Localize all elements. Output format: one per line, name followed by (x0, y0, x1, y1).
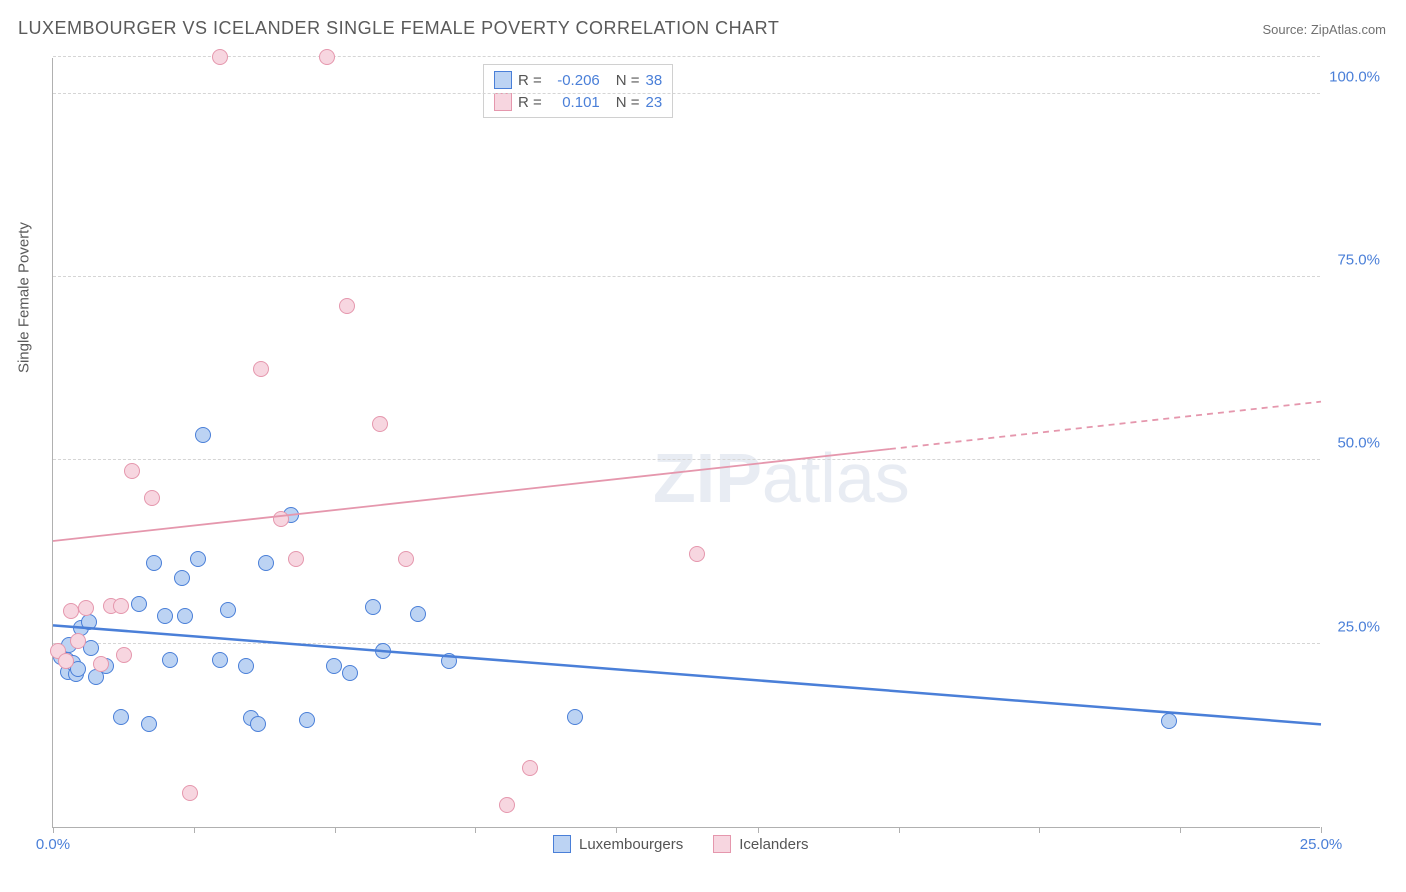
y-tick-label: 50.0% (1337, 435, 1380, 452)
x-tick (194, 827, 195, 833)
legend-series-label-0: Luxembourgers (579, 836, 683, 853)
y-axis-label: Single Female Poverty (16, 222, 33, 373)
legend-swatch-series-1 (713, 835, 731, 853)
x-tick (475, 827, 476, 833)
source-label: Source: ZipAtlas.com (1262, 22, 1386, 37)
x-tick (1180, 827, 1181, 833)
chart-title: LUXEMBOURGER VS ICELANDER SINGLE FEMALE … (18, 18, 779, 39)
y-tick-label: 100.0% (1329, 68, 1380, 85)
y-tick-label: 25.0% (1337, 618, 1380, 635)
x-tick (335, 827, 336, 833)
trend-lines-svg (53, 57, 1321, 827)
legend-swatch-series-0 (553, 835, 571, 853)
legend-series-item: Luxembourgers (553, 835, 683, 853)
x-tick-label: 25.0% (1300, 836, 1343, 853)
plot-area: ZIPatlas R = -0.206 N = 38 R = 0.101 N =… (52, 58, 1320, 828)
trend-line-series-1-dashed (890, 402, 1321, 449)
trend-line-series-1-solid (53, 449, 890, 541)
x-tick (53, 827, 54, 833)
legend-series-item: Icelanders (713, 835, 808, 853)
chart-container: LUXEMBOURGER VS ICELANDER SINGLE FEMALE … (0, 0, 1406, 892)
x-tick-label: 0.0% (36, 836, 70, 853)
x-tick (1039, 827, 1040, 833)
x-tick (616, 827, 617, 833)
legend-series-label-1: Icelanders (739, 836, 808, 853)
legend-series-box: Luxembourgers Icelanders (553, 835, 808, 853)
x-tick (758, 827, 759, 833)
trend-line-series-0 (53, 625, 1321, 724)
x-tick (899, 827, 900, 833)
y-tick-label: 75.0% (1337, 252, 1380, 269)
x-tick (1321, 827, 1322, 833)
